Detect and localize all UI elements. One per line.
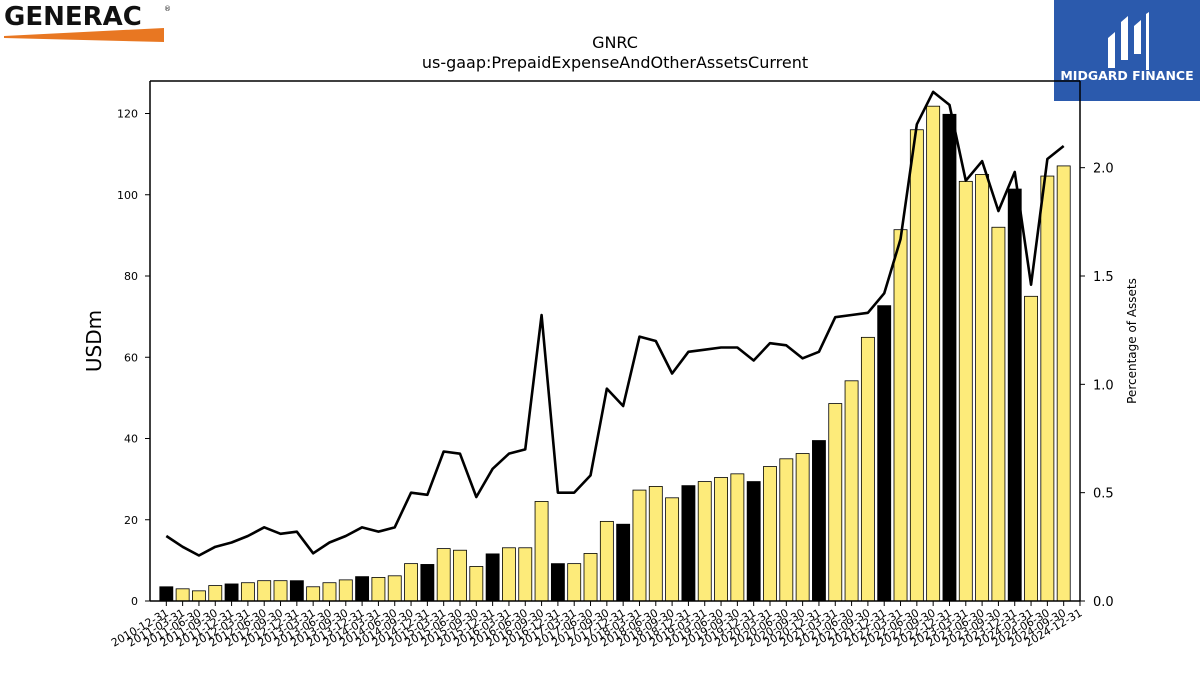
bar — [240, 582, 255, 602]
bar — [420, 564, 435, 602]
midgard-logo: MIDGARD FINANCE — [1054, 0, 1200, 101]
bar — [485, 553, 500, 602]
bar — [371, 577, 386, 602]
y-tick-label-right: 0.0 — [1093, 595, 1114, 610]
bar — [1007, 188, 1022, 602]
chart-subtitle: us-gaap:PrepaidExpenseAndOtherAssetsCurr… — [422, 53, 808, 72]
y-tick-label-right: 0.5 — [1093, 487, 1114, 502]
bar — [1056, 165, 1071, 602]
bar — [550, 563, 565, 602]
bar — [648, 486, 663, 602]
bar — [681, 485, 696, 602]
y-tick-label-right: 1.5 — [1093, 270, 1114, 285]
bar — [779, 458, 794, 602]
bar — [860, 336, 875, 602]
bar — [306, 586, 321, 602]
axes: 0204060801001200.00.51.01.52.02010-12-31… — [109, 80, 1114, 650]
bar — [583, 553, 598, 602]
generac-logo-stripe — [4, 28, 164, 42]
y-tick-label-left: 120 — [117, 108, 138, 121]
bar — [812, 440, 826, 602]
bar — [616, 523, 631, 602]
bar — [257, 580, 272, 602]
bar — [1040, 175, 1055, 602]
bar — [991, 226, 1006, 602]
bar — [502, 547, 516, 602]
bar — [338, 579, 353, 602]
bar — [159, 586, 174, 602]
midgard-logo-text: MIDGARD FINANCE — [1060, 68, 1193, 83]
bar-series — [159, 105, 1071, 602]
bar — [893, 229, 908, 602]
percentage-line — [165, 90, 1065, 557]
y-tick-label-left: 40 — [124, 433, 138, 446]
bar — [975, 174, 990, 602]
y-tick-label-left: 20 — [124, 514, 138, 527]
bar — [844, 380, 859, 602]
y-tick-label-right: 1.0 — [1093, 378, 1114, 393]
bar — [1024, 295, 1038, 602]
bar — [469, 566, 484, 602]
bar — [632, 489, 647, 602]
bar — [518, 547, 533, 602]
bar — [909, 129, 924, 602]
bar — [697, 481, 712, 602]
bar — [387, 575, 402, 602]
bar — [208, 585, 223, 602]
bar — [224, 583, 239, 602]
bar — [567, 563, 582, 602]
line-series — [165, 90, 1065, 557]
chart-title: GNRC — [592, 33, 638, 52]
y-tick-label-left: 0 — [131, 595, 138, 608]
bar — [877, 305, 892, 602]
y-tick-label-right: 2.0 — [1093, 162, 1114, 177]
bar — [665, 497, 680, 602]
bar — [763, 466, 777, 602]
y-axis-label-right: Percentage of Assets — [1125, 278, 1139, 404]
bar — [599, 520, 614, 602]
generac-logo-mark: ® — [164, 5, 171, 13]
bar — [175, 588, 190, 602]
bar — [534, 501, 549, 602]
bar — [942, 113, 957, 602]
bar — [714, 477, 728, 602]
bar — [453, 549, 467, 602]
bar — [746, 481, 761, 602]
generac-logo-text: GENERAC — [4, 2, 142, 32]
bar — [795, 453, 810, 602]
y-tick-label-left: 100 — [117, 189, 138, 202]
bar — [926, 105, 941, 602]
bar — [289, 580, 304, 602]
bar — [828, 403, 843, 602]
bar — [958, 180, 973, 602]
bar — [273, 580, 288, 602]
midgard-logo-icon — [1108, 12, 1149, 70]
y-tick-label-left: 60 — [124, 351, 138, 364]
bar — [355, 576, 370, 602]
bar — [436, 548, 451, 602]
y-axis-label-left: USDm — [82, 310, 106, 372]
y-tick-label-left: 80 — [124, 270, 138, 283]
bar — [730, 473, 745, 602]
generac-logo: GENERAC ® — [4, 2, 171, 42]
bar — [192, 590, 206, 602]
bar — [404, 563, 418, 602]
bar — [322, 582, 337, 602]
